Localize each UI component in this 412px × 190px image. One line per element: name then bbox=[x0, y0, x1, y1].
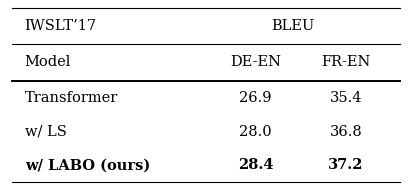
Text: 35.4: 35.4 bbox=[330, 91, 362, 105]
Text: 28.4: 28.4 bbox=[238, 158, 273, 173]
Text: FR-EN: FR-EN bbox=[321, 55, 371, 69]
Text: Model: Model bbox=[25, 55, 71, 69]
Text: Transformer: Transformer bbox=[25, 91, 118, 105]
Text: 36.8: 36.8 bbox=[330, 125, 363, 139]
Text: DE-EN: DE-EN bbox=[230, 55, 281, 69]
Text: 26.9: 26.9 bbox=[239, 91, 272, 105]
Text: 28.0: 28.0 bbox=[239, 125, 272, 139]
Text: IWSLT’17: IWSLT’17 bbox=[25, 19, 97, 33]
Text: w/ LS: w/ LS bbox=[25, 125, 67, 139]
Text: BLEU: BLEU bbox=[271, 19, 314, 33]
Text: w/ LABO (ours): w/ LABO (ours) bbox=[25, 158, 150, 173]
Text: 37.2: 37.2 bbox=[328, 158, 364, 173]
